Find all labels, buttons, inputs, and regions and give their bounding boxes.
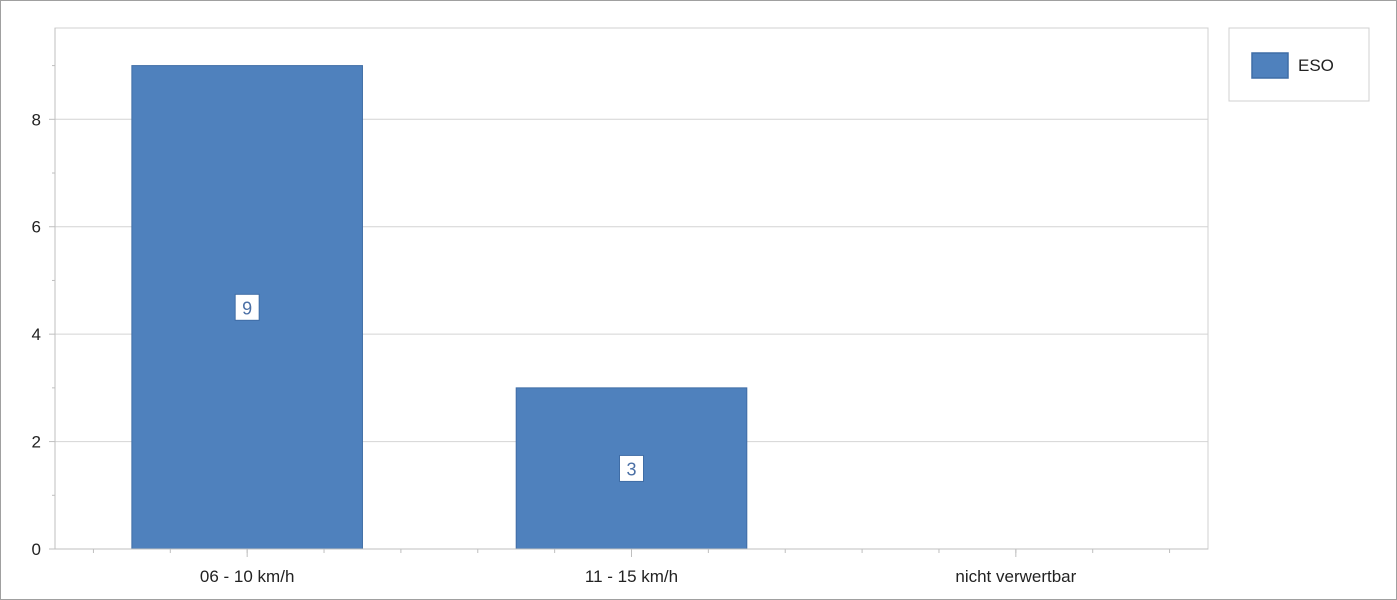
legend: ESO [1228, 27, 1370, 102]
data-label-0: 9 [242, 298, 252, 318]
x-tick-label-2: nicht verwertbar [955, 567, 1076, 586]
data-label-box-0 [234, 293, 260, 321]
data-labels: 93 [234, 293, 644, 482]
y-tick-label-2: 2 [32, 433, 41, 452]
y-tick-label-6: 6 [32, 218, 41, 237]
legend-label-eso: ESO [1298, 56, 1334, 75]
legend-swatch-eso [1251, 52, 1289, 79]
bars [131, 65, 748, 550]
y-tick-label-0: 0 [32, 540, 41, 559]
x-axis: 06 - 10 km/h 11 - 15 km/h nicht verwertbar [55, 548, 1208, 586]
x-tick-label-1: 11 - 15 km/h [585, 567, 678, 586]
y-tick-label-8: 8 [32, 110, 41, 129]
data-label-1: 3 [626, 459, 636, 479]
y-tick-label-4: 4 [32, 325, 41, 344]
data-label-box-1 [619, 454, 644, 482]
y-axis: 0 2 4 6 8 [32, 28, 56, 559]
x-tick-label-0: 06 - 10 km/h [200, 567, 295, 586]
